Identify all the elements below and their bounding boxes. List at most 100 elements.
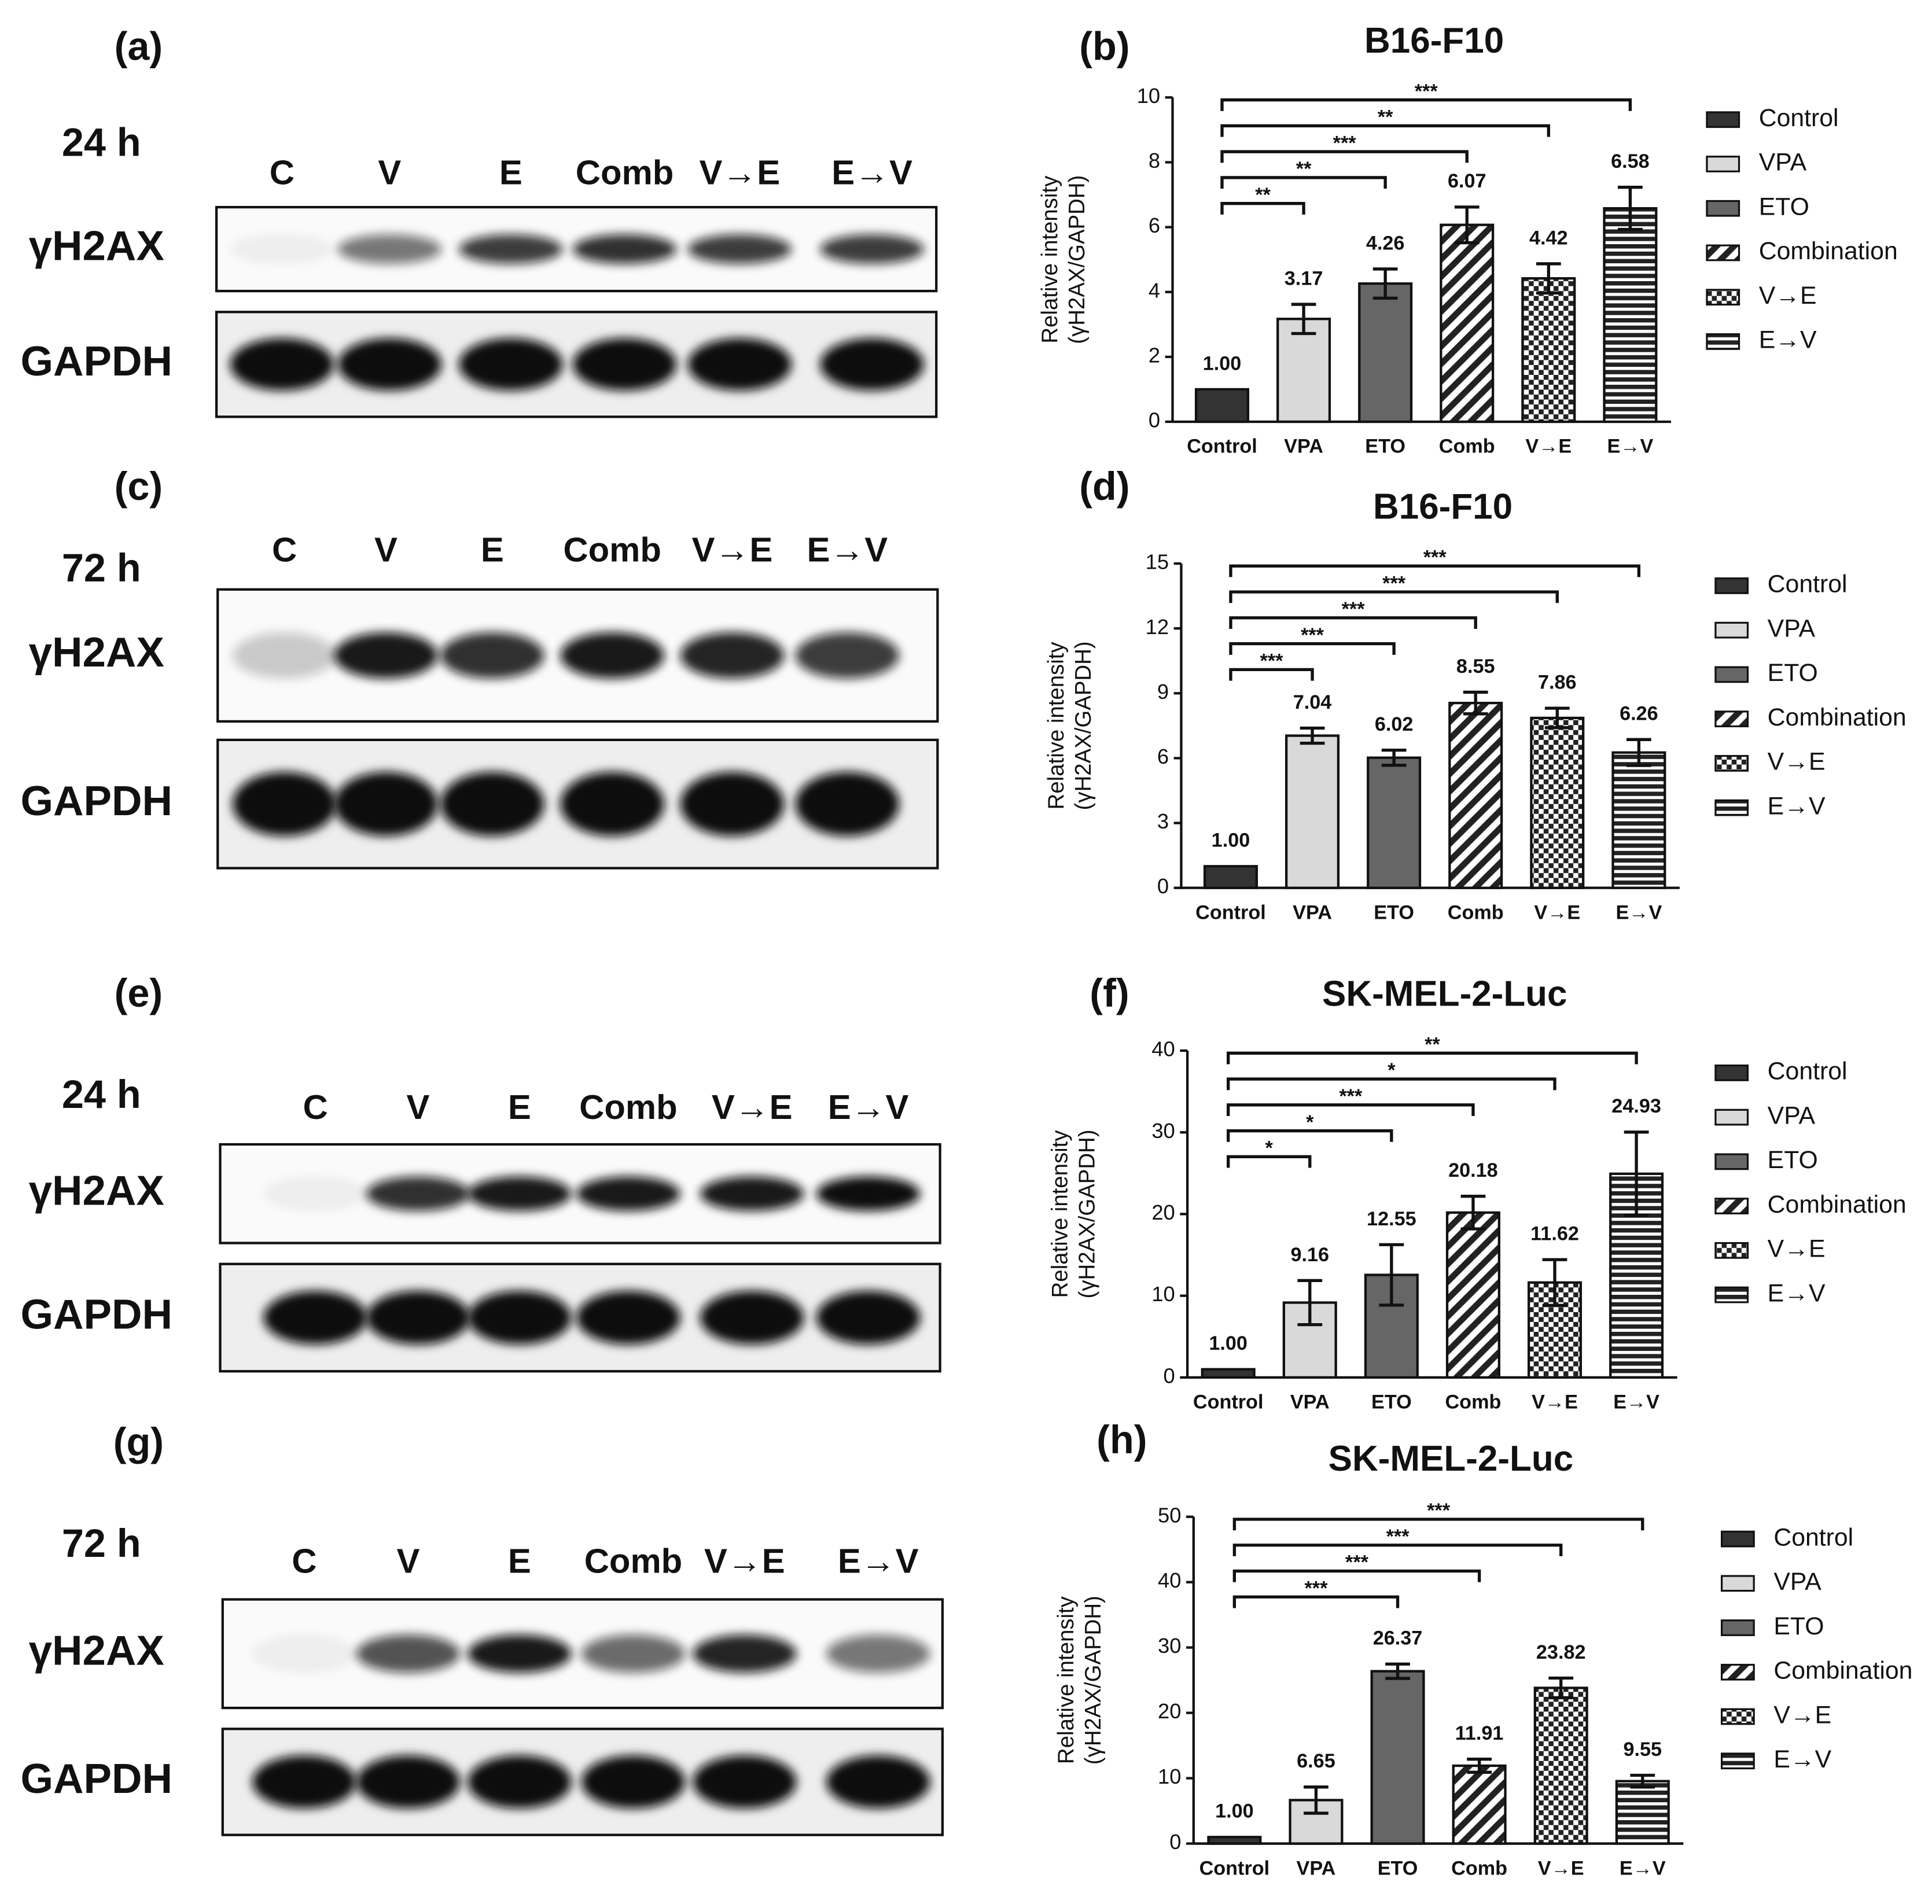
significance-bracket: [1220, 98, 1632, 111]
lane-label: C: [272, 531, 297, 569]
value-label: 9.55: [1624, 1739, 1662, 1761]
x-tick-label: ETO: [1378, 1857, 1418, 1879]
blot-band: [687, 338, 792, 391]
bar: [1445, 1211, 1500, 1379]
error-bar: [1544, 706, 1570, 730]
y-tick-label: 15: [1146, 550, 1169, 574]
significance-label: ***: [1423, 547, 1447, 569]
legend-label: E→V: [1759, 326, 1817, 354]
legend-swatch: [1706, 200, 1740, 217]
panel-label: (a): [115, 24, 163, 68]
blot-band: [232, 772, 337, 837]
blot-band: [459, 234, 563, 264]
significance-bracket: [1220, 176, 1387, 189]
y-tick-label: 10: [1137, 84, 1160, 108]
y-tick-label: 3: [1157, 809, 1169, 833]
significance-label: **: [1255, 184, 1271, 206]
x-tick-label: Comb: [1439, 436, 1495, 458]
panel-label: (f): [1090, 971, 1129, 1015]
significance-bracket: [1227, 1077, 1556, 1091]
legend-label: Combination: [1768, 1191, 1907, 1218]
blot-bands: [230, 234, 924, 264]
y-tick-label: 0: [1169, 1830, 1181, 1854]
x-tick-label: VPA: [1290, 1391, 1330, 1413]
significance-label: ***: [1333, 132, 1357, 154]
lane-label: V: [407, 1088, 430, 1126]
error-bar: [1624, 1130, 1649, 1217]
row-label: GAPDH: [21, 1755, 172, 1802]
lane-label: E: [508, 1088, 531, 1126]
x-tick-label: Comb: [1451, 1857, 1507, 1879]
significance-bracket: [1227, 1129, 1393, 1142]
blot-band: [820, 234, 924, 264]
significance-bracket: [1229, 642, 1396, 655]
value-label: 26.37: [1373, 1627, 1423, 1649]
bar: [1533, 1686, 1588, 1845]
legend-swatch: [1714, 1242, 1749, 1259]
blot-band: [795, 632, 900, 679]
bar: [1521, 277, 1576, 423]
legend-swatch: [1714, 577, 1749, 594]
blot-band: [468, 1291, 572, 1345]
error-bar: [1381, 748, 1407, 767]
legend-swatch: [1714, 710, 1749, 728]
y-axis-label: (γH2AX/GAPDH): [1065, 175, 1090, 344]
error-bar: [1372, 267, 1398, 300]
error-bar: [1630, 1773, 1655, 1789]
bar: [1367, 756, 1422, 889]
bar: [1201, 1368, 1256, 1379]
bar: [1452, 1764, 1507, 1845]
significance-bracket: [1232, 1544, 1563, 1556]
lane-label: V→E: [704, 1542, 785, 1581]
legend-label: E→V: [1768, 792, 1826, 820]
blot-band: [468, 1755, 572, 1809]
y-tick-label: 20: [1151, 1200, 1175, 1224]
legend-label: Control: [1759, 104, 1839, 132]
value-label: 3.17: [1285, 267, 1323, 289]
y-tick-label: 4: [1149, 278, 1160, 302]
legend-swatch: [1720, 1619, 1755, 1636]
lane-label: V: [396, 1542, 419, 1581]
legend-swatch: [1706, 289, 1740, 306]
blot-bands: [263, 1291, 921, 1345]
x-tick-label: Control: [1193, 1391, 1264, 1413]
blot-band: [230, 338, 334, 391]
x-tick-label: Control: [1187, 436, 1257, 458]
x-tick-label: E→V: [1620, 1857, 1666, 1879]
value-label: 11.62: [1530, 1223, 1579, 1245]
lane-label: E→V: [838, 1542, 919, 1581]
y-tick-label: 40: [1151, 1037, 1175, 1061]
value-label: 7.04: [1293, 691, 1332, 713]
lane-label: E→V: [807, 531, 888, 569]
blot-band: [572, 234, 677, 264]
y-tick-label: 0: [1164, 1364, 1175, 1387]
y-tick-label: 30: [1151, 1119, 1175, 1143]
blot-band: [816, 1176, 921, 1211]
legend-label: Combination: [1768, 704, 1907, 731]
legend-label: V→E: [1759, 282, 1817, 310]
bar: [1611, 751, 1666, 889]
y-tick-label: 40: [1158, 1568, 1181, 1592]
legend-swatch: [1706, 333, 1740, 350]
x-tick-label: VPA: [1293, 901, 1332, 923]
x-tick-label: Comb: [1448, 901, 1504, 923]
blot-bands: [252, 1634, 930, 1673]
legend-label: E→V: [1773, 1745, 1831, 1773]
legend-label: Combination: [1759, 237, 1898, 265]
blot-band: [232, 632, 337, 679]
legend-label: ETO: [1768, 1146, 1818, 1174]
blot-band: [468, 1634, 572, 1673]
row-label: γH2AX: [29, 1627, 164, 1674]
error-bar: [1626, 738, 1651, 767]
blot-band: [356, 1755, 461, 1809]
significance-bracket: [1232, 1595, 1400, 1608]
time-label: 24 h: [62, 121, 141, 165]
x-tick-label: VPA: [1284, 436, 1323, 458]
blot-band: [468, 1176, 572, 1211]
significance-label: ***: [1301, 624, 1324, 646]
row-label: GAPDH: [21, 338, 172, 385]
legend-swatch: [1714, 1153, 1749, 1170]
y-tick-label: 20: [1158, 1699, 1181, 1723]
error-bar: [1542, 1258, 1567, 1307]
